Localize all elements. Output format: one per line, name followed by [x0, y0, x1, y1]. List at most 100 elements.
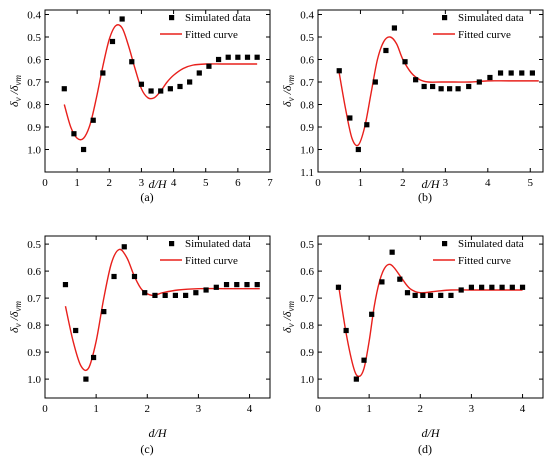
simulated-data-point: [447, 86, 453, 92]
y-tick-label: 0.7: [300, 293, 314, 305]
fitted-curve-line: [337, 263, 523, 378]
simulated-data-point: [235, 54, 241, 60]
simulated-data-point: [61, 86, 67, 92]
y-axis-label: δv /δvm: [280, 75, 296, 107]
simulated-data-point: [413, 77, 419, 83]
legend-marker-icon: [169, 241, 175, 247]
legend-label-fitted: Fitted curve: [458, 29, 511, 41]
simulated-data-point: [206, 63, 212, 69]
simulated-data-point: [101, 309, 107, 315]
y-tick-label: 0.9: [27, 347, 41, 359]
simulated-data-point: [90, 117, 96, 123]
simulated-data-point: [254, 54, 260, 60]
y-tick-label: 0.5: [27, 32, 41, 44]
simulated-data-point: [487, 74, 493, 81]
x-tick-label: 1: [74, 177, 80, 189]
y-tick-label: 1.0: [300, 374, 314, 386]
chart-panel-4: 0 1 2 3 4 1.0 0.9 0.8 0.7 0.6 0.5 Simulated data Fit…: [280, 235, 544, 456]
simulated-data-point: [100, 70, 106, 76]
y-tick-label: 0.7: [27, 293, 41, 305]
x-tick-label: 3: [196, 403, 202, 415]
simulated-data-point: [336, 68, 342, 74]
legend: Simulated data Fitted curve: [433, 238, 524, 267]
simulated-data-point: [427, 292, 434, 298]
simulated-data-point: [479, 284, 485, 290]
x-tick-label: 4: [520, 403, 526, 415]
x-tick-label: 3: [469, 403, 475, 415]
x-tick-label: 4: [247, 403, 253, 415]
x-tick-label: 5: [528, 177, 534, 189]
x-axis-label: d/H: [149, 177, 168, 191]
x-tick-label: 3: [139, 177, 145, 189]
y-axis-label: δv /δvm: [280, 301, 296, 333]
x-axis-label: d/H: [149, 426, 168, 440]
simulated-data-point: [497, 70, 504, 76]
legend-label-simulated: Simulated data: [458, 238, 524, 250]
simulated-data-point: [196, 70, 202, 76]
y-tick-label: 0.9: [300, 347, 314, 359]
chart-panel-3: 0 1 2 3 4 1.0 0.9 0.8 0.7 0.6 0.5 Simulated data Fit…: [7, 235, 271, 456]
simulated-data-point: [119, 16, 125, 22]
simulated-data-point: [353, 376, 359, 382]
simulated-data-point: [508, 70, 514, 76]
legend: Simulated data Fitted curve: [160, 12, 251, 41]
simulated-data-point: [455, 86, 461, 92]
simulated-data-point: [430, 83, 436, 90]
x-tick-label: 4: [171, 177, 177, 189]
plot-frame: [317, 9, 544, 173]
y-tick-label: 0.9: [27, 122, 41, 134]
simulated-data-point: [71, 131, 77, 137]
panel-caption: (c): [140, 442, 153, 456]
simulated-data-point: [372, 79, 378, 85]
legend-marker-icon: [169, 15, 175, 21]
simulated-data-point: [369, 311, 375, 317]
simulated-data-point: [177, 83, 183, 90]
simulated-data-point: [335, 284, 342, 290]
simulated-data-point: [131, 273, 138, 280]
simulated-data-point: [438, 86, 444, 92]
y-tick-label: 1.1: [300, 167, 314, 179]
legend-label-simulated: Simulated data: [185, 12, 251, 24]
y-tick-label: 1.0: [300, 145, 314, 157]
simulated-data-point: [244, 282, 250, 288]
simulated-data-point: [412, 292, 418, 298]
simulated-data-point: [83, 376, 89, 382]
y-tick-label: 0.5: [300, 239, 314, 251]
simulated-data-point: [62, 282, 69, 288]
y-tick-label: 0.5: [300, 32, 314, 44]
x-axis-label: d/H: [422, 426, 441, 440]
x-tick-label: 1: [358, 177, 364, 189]
simulated-data-point: [420, 292, 426, 298]
simulated-data-point: [73, 327, 79, 334]
x-tick-label: 3: [443, 177, 449, 189]
y-tick-label: 0.5: [27, 239, 41, 251]
legend-label-fitted: Fitted curve: [458, 255, 511, 267]
simulated-data-point: [90, 354, 97, 361]
x-tick-label: 2: [145, 403, 151, 415]
y-tick-label: 0.6: [300, 55, 314, 67]
x-axis-label: d/H: [422, 177, 441, 191]
x-tick-label: 2: [418, 403, 424, 415]
simulated-data-point: [234, 282, 240, 288]
panel-caption: (b): [418, 190, 432, 204]
y-tick-label: 0.6: [27, 266, 41, 278]
simulated-data-point: [519, 284, 526, 290]
x-tick-label: 1: [93, 403, 99, 415]
y-tick-label: 0.8: [27, 320, 41, 332]
simulated-data-point: [225, 54, 231, 60]
y-tick-label: 0.8: [27, 100, 41, 112]
x-tick-label: 0: [315, 177, 321, 189]
simulated-data-point: [489, 284, 495, 290]
simulated-data-point: [142, 290, 148, 296]
simulated-data-point: [148, 88, 154, 94]
x-tick-label: 6: [235, 177, 241, 189]
plot-frame: [44, 9, 271, 173]
simulated-data-point: [364, 122, 370, 128]
legend-label-fitted: Fitted curve: [185, 29, 238, 41]
simulated-data-point: [355, 146, 361, 153]
simulated-data-point: [458, 287, 464, 293]
simulated-data-point: [158, 88, 164, 94]
simulated-data-point: [223, 282, 230, 288]
simulated-data-point: [438, 292, 444, 298]
